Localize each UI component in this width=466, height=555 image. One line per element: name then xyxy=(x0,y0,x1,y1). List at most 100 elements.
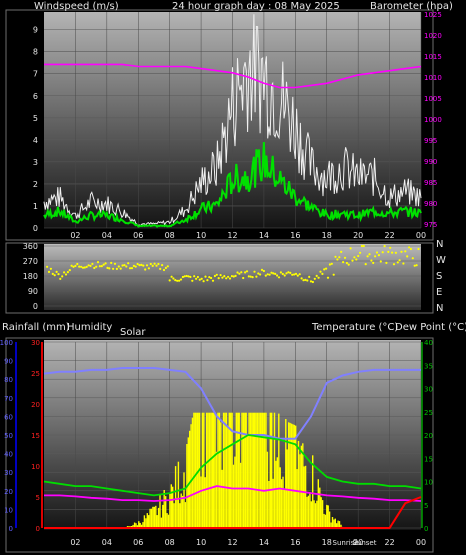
wind-axis-title: Windspeed (m/s) xyxy=(34,1,119,12)
direction-point xyxy=(89,264,92,267)
climate-x-tick: 06 xyxy=(133,538,143,547)
temperature-axis-title: Temperature (°C) xyxy=(311,322,398,333)
direction-point xyxy=(389,246,392,249)
direction-point xyxy=(136,262,139,266)
direction-point xyxy=(193,275,196,278)
solar-bar xyxy=(156,515,158,528)
solar-bar xyxy=(337,520,339,528)
direction-point xyxy=(283,274,286,277)
direction-point xyxy=(85,265,88,268)
solar-bar xyxy=(162,504,164,528)
chart-title: 24 hour graph day : 08 May 2025 xyxy=(172,1,340,12)
direction-point xyxy=(178,279,181,282)
direction-point xyxy=(372,261,375,264)
sunrise-label: Sunrise xyxy=(333,539,359,547)
direction-point xyxy=(296,274,299,277)
solar-bar xyxy=(180,493,182,528)
wind-x-tick: 02 xyxy=(70,231,80,240)
direction-point xyxy=(396,261,399,264)
solar-bar xyxy=(304,465,307,528)
direction-point xyxy=(381,251,384,254)
direction-point xyxy=(95,265,98,268)
direction-point xyxy=(225,277,228,280)
solar-bar xyxy=(290,423,293,528)
humidity-axis-title: Humidity xyxy=(67,322,112,333)
solar-bar xyxy=(273,412,276,528)
climate-x-tick: 22 xyxy=(384,538,394,547)
direction-point xyxy=(115,267,118,270)
direction-point xyxy=(110,261,113,264)
humidity-y-tick: 100 xyxy=(0,339,13,347)
pressure-y-tick: 985 xyxy=(424,179,437,187)
solar-bar xyxy=(189,430,191,528)
solar-bar xyxy=(176,497,178,528)
direction-point xyxy=(55,270,58,273)
direction-point xyxy=(187,275,190,278)
solar-bar xyxy=(296,469,298,528)
direction-point xyxy=(385,261,388,264)
direction-point xyxy=(285,272,288,275)
direction-point xyxy=(64,273,68,276)
direction-point xyxy=(245,270,249,273)
direction-point xyxy=(334,255,337,258)
direction-point xyxy=(68,269,71,272)
wind-y-tick: 0 xyxy=(33,224,38,233)
solar-bar xyxy=(262,412,264,528)
dewpoint-axis-title: Dew Point (°C) xyxy=(395,322,466,333)
direction-point xyxy=(179,278,183,281)
solar-bar xyxy=(279,467,281,528)
solar-bar xyxy=(310,501,312,528)
direction-point xyxy=(368,253,371,256)
direction-point xyxy=(262,269,265,273)
solar-bar xyxy=(138,521,140,528)
direction-point xyxy=(127,262,130,265)
solar-bar xyxy=(200,476,202,528)
humidity-y-tick: 30 xyxy=(4,469,13,477)
solar-bar xyxy=(203,412,205,528)
direction-point xyxy=(272,272,275,275)
sunset-label: Sunset xyxy=(352,539,376,547)
solar-bar xyxy=(288,422,290,528)
direction-point xyxy=(219,274,222,277)
solar-bar xyxy=(336,523,338,528)
direction-point xyxy=(104,262,107,265)
wind-x-tick: 06 xyxy=(133,231,143,240)
solar-bar xyxy=(269,412,271,528)
direction-point xyxy=(211,279,215,282)
humidity-y-tick: 70 xyxy=(4,395,13,403)
solar-bar xyxy=(214,412,216,528)
climate-x-tick: 00 xyxy=(416,538,426,547)
direction-point xyxy=(168,279,171,282)
solar-bar xyxy=(245,412,247,528)
direction-point xyxy=(370,259,373,262)
solar-bar xyxy=(303,466,305,528)
direction-point xyxy=(96,261,100,264)
solar-bar xyxy=(338,521,341,528)
direction-point xyxy=(91,262,94,265)
pressure-y-tick: 1005 xyxy=(424,95,442,103)
direction-point xyxy=(70,264,73,267)
direction-point xyxy=(98,265,101,268)
solar-bar xyxy=(208,412,211,528)
direction-point xyxy=(59,277,62,280)
direction-point xyxy=(153,262,156,265)
solar-bar xyxy=(217,412,219,528)
solar-bar xyxy=(306,496,308,528)
wind-x-tick: 22 xyxy=(384,231,394,240)
direction-point xyxy=(306,279,309,282)
wind-y-tick: 4 xyxy=(33,136,38,145)
direction-point xyxy=(319,270,322,273)
pressure-y-tick: 980 xyxy=(424,200,437,208)
humidity-y-tick: 10 xyxy=(4,506,13,514)
solar-bar xyxy=(166,513,168,528)
solar-bar xyxy=(313,500,315,528)
solar-bar xyxy=(276,457,278,528)
temperature-y-tick: 25 xyxy=(424,409,433,417)
direction-point xyxy=(134,265,137,268)
wind-x-tick: 04 xyxy=(102,231,112,240)
rainfall-axis-title: Rainfall (mm) xyxy=(2,322,70,333)
direction-point xyxy=(113,262,117,265)
direction-point xyxy=(353,256,356,259)
direction-point xyxy=(130,267,134,270)
direction-point xyxy=(132,264,135,267)
